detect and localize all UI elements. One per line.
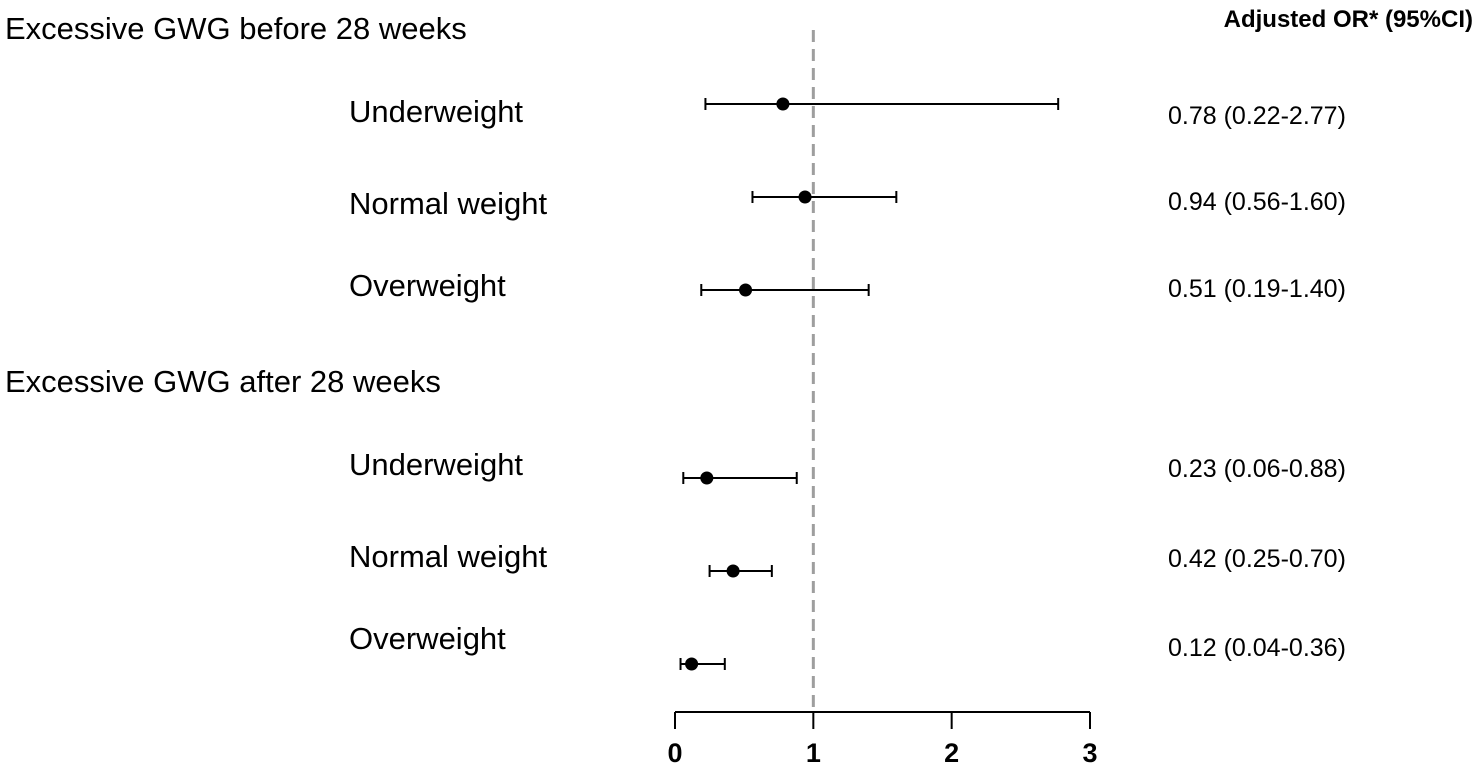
or-point [700,471,714,485]
row-label: Overweight [349,621,506,656]
or-ci-text: 0.78 (0.22-2.77) [1168,102,1346,130]
or-ci-text: 0.12 (0.04-0.36) [1168,634,1346,662]
row-label: Underweight [349,94,523,129]
or-ci-text: 0.51 (0.19-1.40) [1168,275,1346,303]
or-ci-text: 0.42 (0.25-0.70) [1168,545,1346,573]
or-point [798,190,812,204]
column-header: Adjusted OR* (95%CI) [1224,6,1473,33]
x-tick-label: 2 [944,738,959,768]
row-label: Normal weight [349,186,548,221]
or-ci-text: 0.23 (0.06-0.88) [1168,455,1346,483]
or-point [739,283,753,297]
x-tick-label: 0 [667,738,682,768]
row-label: Normal weight [349,539,548,574]
error-bars [679,97,1060,671]
or-point [685,657,699,671]
x-axis: 0 1 2 3 [667,711,1098,768]
or-ci-text: 0.94 (0.56-1.60) [1168,188,1346,216]
or-point [776,97,790,111]
row-label: Overweight [349,268,506,303]
or-point [726,564,740,578]
row-label: Underweight [349,447,523,482]
x-tick-label: 1 [806,738,821,768]
group-label: Excessive GWG before 28 weeks [5,11,467,46]
groups: Excessive GWG before 28 weeks Underweight… [5,11,1346,662]
group-label: Excessive GWG after 28 weeks [5,364,441,399]
x-tick-label: 3 [1082,738,1097,768]
